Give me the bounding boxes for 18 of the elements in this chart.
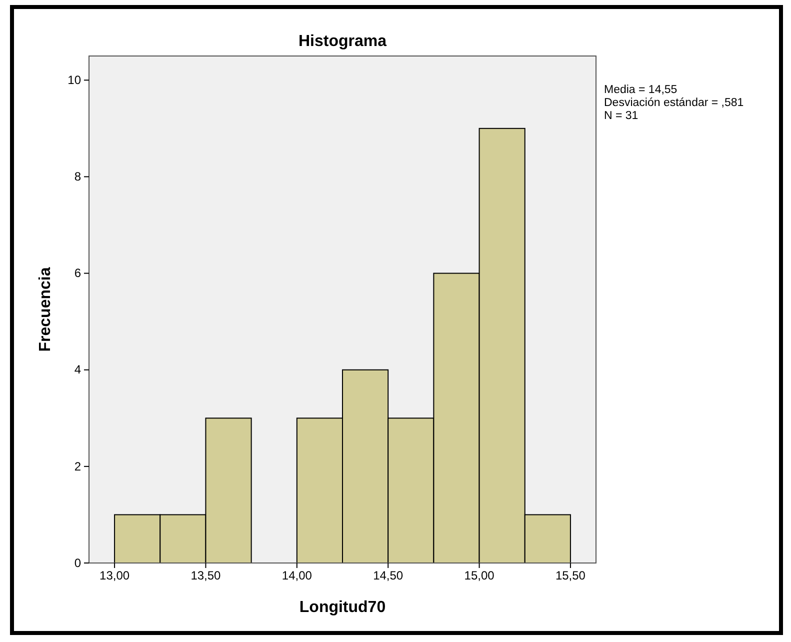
y-tick-label: 4	[74, 362, 82, 377]
y-axis-title: Frecuencia	[37, 267, 54, 352]
text: Desviación estándar = ,581	[604, 97, 744, 109]
x-tick-label: 13,00	[100, 568, 130, 583]
y-tick-label: 2	[74, 459, 82, 474]
x-axis-title: Longitud70	[299, 599, 386, 616]
y-tick-label: 6	[74, 266, 82, 280]
x-tick-label: 15,00	[464, 568, 495, 583]
y-tick-label: 10	[68, 72, 82, 87]
x-tick-label: 14,00	[282, 568, 312, 583]
x-tick-label: 14,50	[373, 568, 404, 583]
chart-title: Histograma	[298, 33, 387, 50]
y-tick-label: 0	[74, 556, 82, 570]
y-tick-label: 8	[74, 170, 82, 184]
text: Media = 14,55	[604, 84, 678, 96]
x-tick-label: 13,50	[190, 568, 222, 583]
text: N = 31	[604, 110, 638, 122]
x-tick-label: 15,50	[555, 568, 586, 583]
